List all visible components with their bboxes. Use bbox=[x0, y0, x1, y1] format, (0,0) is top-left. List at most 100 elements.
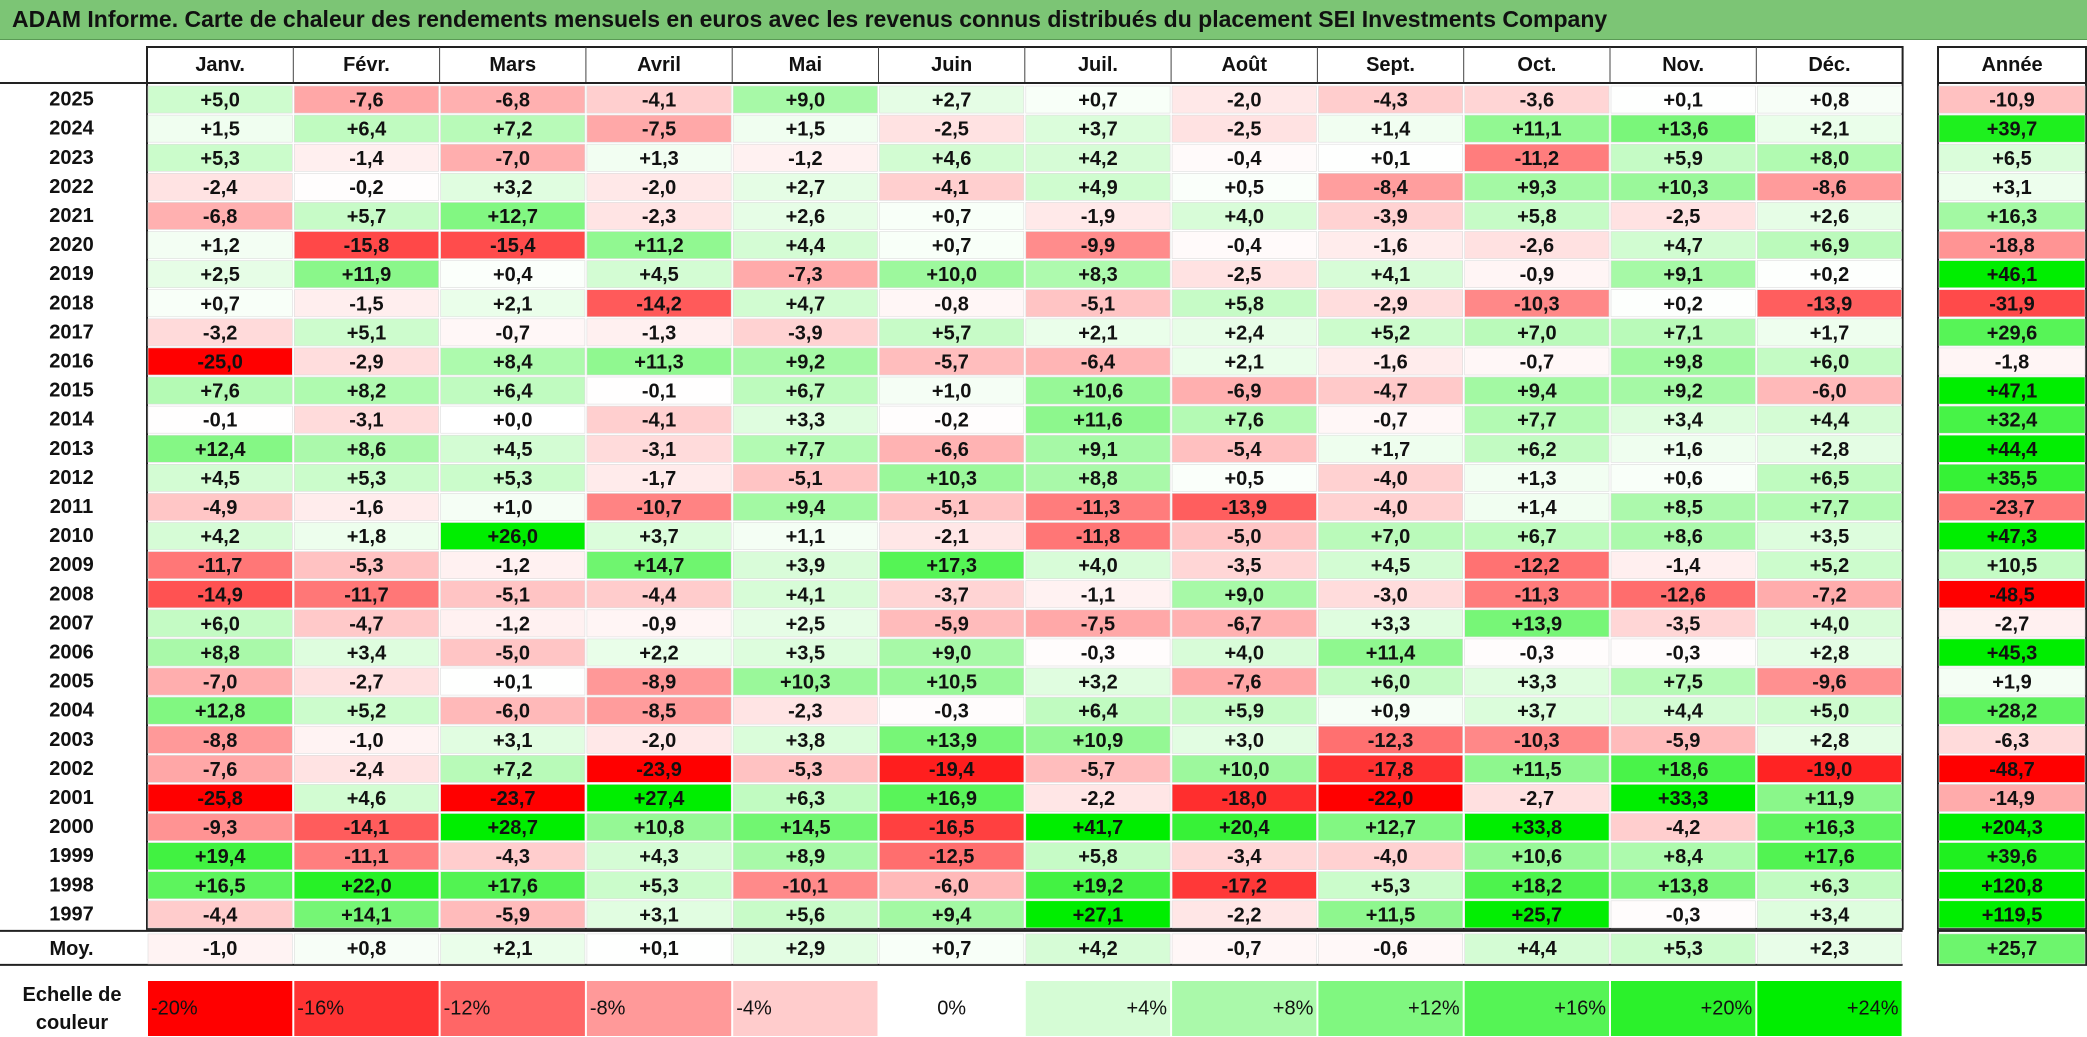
heatmap-cell bbox=[293, 551, 439, 579]
heatmap-cell bbox=[1171, 114, 1317, 143]
heatmap-cell bbox=[1610, 260, 1756, 289]
heatmap-cell-value: +6,9 bbox=[1810, 235, 1849, 257]
heatmap-cell-value: -10,3 bbox=[1514, 293, 1560, 315]
heatmap-cell-value: +1,7 bbox=[1810, 322, 1849, 344]
heatmap-cell-value: +8,4 bbox=[1663, 846, 1703, 868]
heatmap-cell-value: +16,5 bbox=[195, 875, 246, 897]
heatmap-cell bbox=[1171, 784, 1317, 812]
heatmap-cell bbox=[1025, 551, 1171, 579]
heatmap-cell-value: -0,3 bbox=[934, 701, 968, 723]
heatmap-cell bbox=[440, 85, 586, 114]
heatmap-cell-value: +16,9 bbox=[926, 788, 977, 810]
heatmap-cell bbox=[1757, 871, 1902, 900]
average-cell-value: +2,9 bbox=[786, 938, 825, 960]
heatmap-cell bbox=[1025, 347, 1171, 376]
heatmap-cell-value: +4,1 bbox=[1371, 264, 1410, 286]
heatmap-cell-value: -11,1 bbox=[344, 846, 388, 868]
heatmap-cell bbox=[1318, 376, 1464, 405]
heatmap-cell-value: -2,4 bbox=[203, 177, 238, 199]
heatmap-cell bbox=[1025, 463, 1171, 492]
heatmap-cell bbox=[147, 871, 293, 900]
color-scale-stop-label: -4% bbox=[736, 998, 772, 1020]
heatmap-cell bbox=[1025, 900, 1171, 929]
heatmap-cell bbox=[1610, 463, 1756, 492]
heatmap-cell-value: +5,7 bbox=[932, 322, 971, 344]
heatmap-cell-value: +26,0 bbox=[487, 526, 538, 548]
heatmap-cell-value: +8,0 bbox=[1810, 148, 1849, 170]
heatmap-cell bbox=[732, 900, 878, 929]
heatmap-cell-value: +9,4 bbox=[932, 904, 972, 926]
average-cell bbox=[732, 933, 878, 965]
heatmap-cell-value: -6,6 bbox=[934, 439, 968, 461]
heatmap-cell-value: +17,3 bbox=[926, 555, 977, 577]
heatmap-cell bbox=[1171, 463, 1317, 492]
heatmap-cell-value: +7,7 bbox=[1517, 410, 1556, 432]
heatmap-cell-value: +11,3 bbox=[634, 351, 684, 373]
annual-cell-value: +47,1 bbox=[1987, 381, 2038, 403]
heatmap-cell bbox=[440, 580, 586, 609]
heatmap-cell-value: -0,3 bbox=[1520, 642, 1554, 664]
heatmap-cell bbox=[1318, 754, 1464, 783]
heatmap-cell bbox=[440, 842, 586, 870]
annual-average-cell bbox=[1938, 933, 2086, 965]
row-year-label: 2009 bbox=[49, 554, 94, 576]
heatmap-cell bbox=[1318, 667, 1464, 696]
annual-cell bbox=[1938, 900, 2086, 929]
heatmap-cell-value: +10,6 bbox=[1073, 381, 1124, 403]
heatmap-cell-value: -19,0 bbox=[1807, 759, 1853, 781]
heatmap-cell bbox=[1318, 434, 1464, 463]
heatmap-cell bbox=[1171, 551, 1317, 579]
heatmap-cell-value: -4,1 bbox=[934, 177, 968, 199]
annual-cell bbox=[1938, 522, 2086, 550]
heatmap-cell-value: +5,2 bbox=[1371, 322, 1410, 344]
heatmap-cell-value: +3,3 bbox=[1371, 613, 1410, 635]
heatmap-cell-value: -4,7 bbox=[349, 613, 383, 635]
heatmap-cell bbox=[732, 667, 878, 696]
row-year-label: 2003 bbox=[49, 729, 94, 751]
heatmap-cell-value: +4,6 bbox=[932, 148, 971, 170]
heatmap-cell-value: -16,5 bbox=[929, 817, 975, 839]
heatmap-cell bbox=[1025, 202, 1171, 230]
heatmap-cell bbox=[440, 289, 586, 318]
heatmap-cell-value: +0,4 bbox=[493, 264, 533, 286]
heatmap-cell bbox=[1610, 231, 1756, 259]
heatmap-cell bbox=[293, 114, 439, 143]
heatmap-cell bbox=[440, 114, 586, 143]
annual-cell bbox=[1938, 725, 2086, 754]
heatmap-cell-value: -3,4 bbox=[1227, 846, 1262, 868]
heatmap-cell bbox=[147, 551, 293, 579]
heatmap-cell-value: +2,5 bbox=[786, 613, 825, 635]
heatmap-cell bbox=[1025, 638, 1171, 667]
heatmap-cell bbox=[732, 813, 878, 841]
heatmap-cell-value: -1,4 bbox=[349, 148, 384, 170]
heatmap-cell bbox=[1757, 231, 1902, 259]
title-bar: ADAM Informe. Carte de chaleur des rende… bbox=[0, 0, 2087, 40]
heatmap-cell bbox=[293, 580, 439, 609]
heatmap-cell-value: +1,5 bbox=[200, 119, 239, 141]
heatmap-cell-value: +8,6 bbox=[347, 439, 386, 461]
heatmap-cell-value: +1,0 bbox=[932, 381, 971, 403]
heatmap-cell bbox=[440, 784, 586, 812]
heatmap-cell-value: -11,7 bbox=[198, 555, 242, 577]
row-year-label: 2013 bbox=[49, 438, 94, 460]
heatmap-cell-value: -7,0 bbox=[496, 148, 530, 170]
heatmap-cell-value: +0,1 bbox=[1371, 148, 1410, 170]
annual-cell-value: -14,9 bbox=[1989, 788, 2035, 810]
row-year-label: 2004 bbox=[49, 700, 94, 722]
heatmap-cell-value: +5,1 bbox=[347, 322, 386, 344]
heatmap-cell bbox=[879, 463, 1025, 492]
heatmap-cell bbox=[440, 813, 586, 841]
heatmap-cell bbox=[1610, 114, 1756, 143]
annual-cell bbox=[1938, 842, 2086, 870]
heatmap-cell bbox=[1171, 202, 1317, 230]
heatmap-cell-value: -2,4 bbox=[349, 759, 384, 781]
heatmap-cell-value: +9,2 bbox=[786, 351, 825, 373]
heatmap-cell-value: +6,0 bbox=[200, 613, 239, 635]
heatmap-cell bbox=[1318, 143, 1464, 172]
heatmap-cell bbox=[732, 202, 878, 230]
heatmap-cell-value: -5,9 bbox=[934, 613, 968, 635]
average-cell-value: +2,1 bbox=[493, 938, 532, 960]
column-header: Oct. bbox=[1517, 54, 1556, 76]
heatmap-cell bbox=[879, 871, 1025, 900]
